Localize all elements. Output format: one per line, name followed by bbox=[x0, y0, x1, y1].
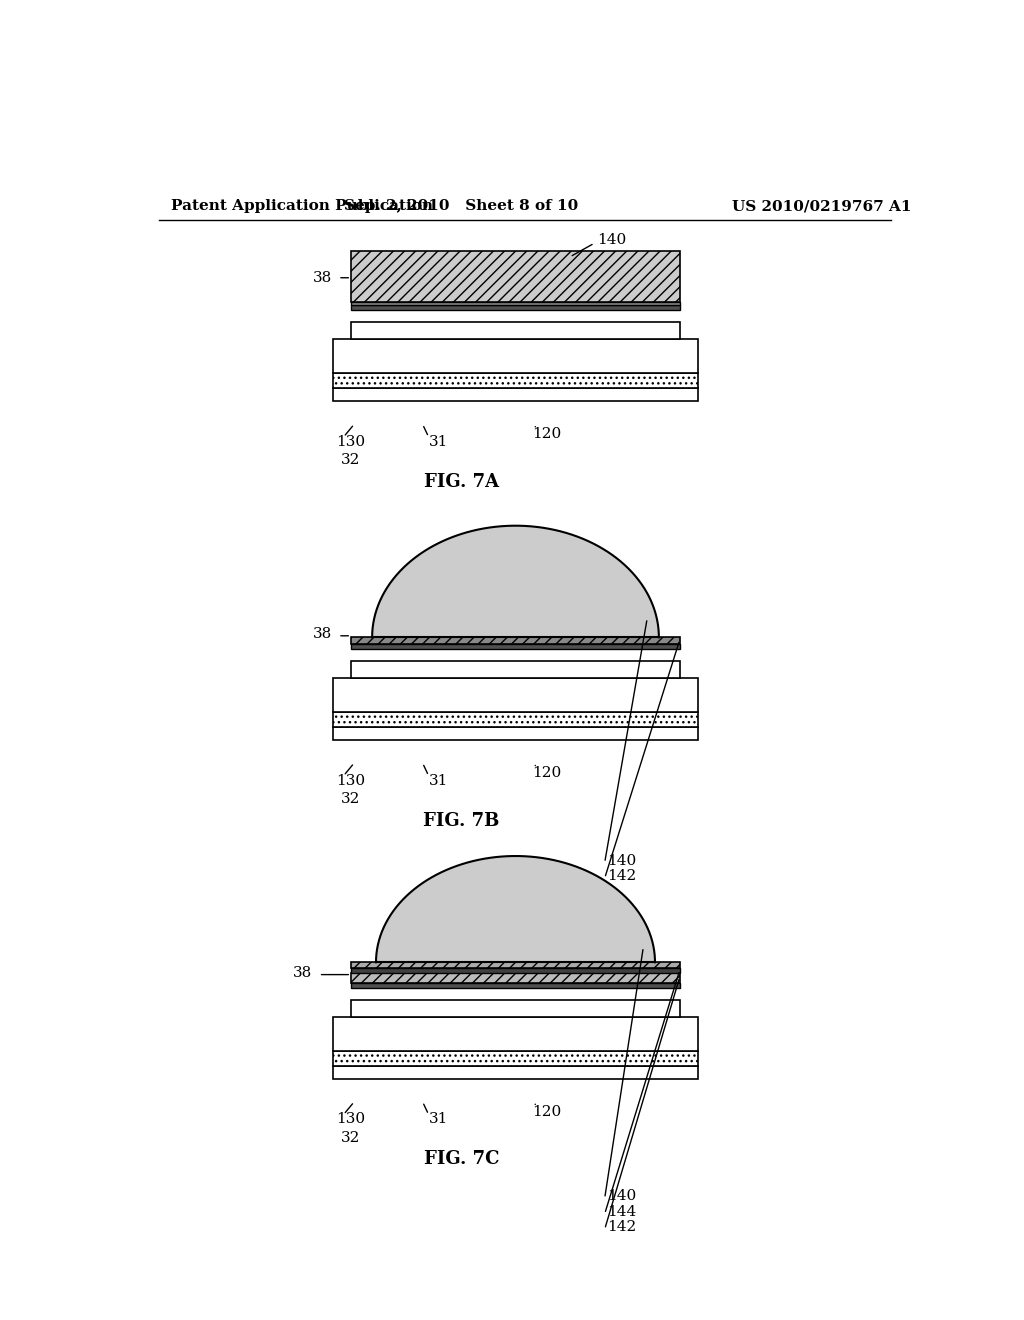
Bar bbox=[351, 251, 680, 302]
Bar bbox=[334, 1067, 697, 1078]
Text: 130: 130 bbox=[336, 1113, 365, 1126]
Text: 38: 38 bbox=[312, 627, 332, 642]
Text: Sep. 2, 2010   Sheet 8 of 10: Sep. 2, 2010 Sheet 8 of 10 bbox=[344, 199, 579, 213]
Polygon shape bbox=[372, 525, 658, 638]
Bar bbox=[334, 727, 697, 741]
Text: 32: 32 bbox=[341, 792, 360, 807]
Bar bbox=[334, 1016, 697, 1051]
Text: 120: 120 bbox=[532, 766, 562, 780]
Bar bbox=[351, 969, 680, 973]
Text: 32: 32 bbox=[341, 1131, 360, 1144]
Bar bbox=[334, 374, 697, 388]
Bar bbox=[334, 339, 697, 374]
Text: 140: 140 bbox=[597, 234, 626, 247]
Text: FIG. 7A: FIG. 7A bbox=[424, 473, 499, 491]
Bar bbox=[351, 305, 680, 310]
Bar bbox=[334, 678, 697, 711]
Text: 31: 31 bbox=[429, 774, 449, 788]
Bar bbox=[351, 973, 680, 983]
Text: 130: 130 bbox=[336, 774, 365, 788]
Text: 140: 140 bbox=[607, 854, 636, 867]
Text: 144: 144 bbox=[607, 1205, 636, 1218]
Text: 142: 142 bbox=[607, 1220, 636, 1234]
Text: 32: 32 bbox=[341, 453, 360, 467]
Bar bbox=[351, 962, 680, 969]
Bar bbox=[351, 661, 680, 678]
Text: FIG. 7B: FIG. 7B bbox=[423, 812, 500, 829]
Bar bbox=[334, 388, 697, 401]
Bar bbox=[351, 638, 680, 644]
Text: 38: 38 bbox=[293, 966, 312, 979]
Text: 120: 120 bbox=[532, 1105, 562, 1118]
Bar bbox=[334, 1051, 697, 1067]
Text: US 2010/0219767 A1: US 2010/0219767 A1 bbox=[732, 199, 912, 213]
Bar bbox=[351, 983, 680, 987]
Text: 31: 31 bbox=[429, 434, 449, 449]
Text: 130: 130 bbox=[336, 434, 365, 449]
Bar bbox=[351, 302, 680, 305]
Text: 38: 38 bbox=[312, 271, 332, 285]
Bar bbox=[351, 1001, 680, 1016]
Text: 31: 31 bbox=[429, 1113, 449, 1126]
Text: Patent Application Publication: Patent Application Publication bbox=[171, 199, 432, 213]
Bar bbox=[351, 322, 680, 339]
Bar bbox=[351, 644, 680, 649]
Text: 140: 140 bbox=[607, 1189, 636, 1204]
Bar bbox=[334, 711, 697, 727]
Text: 142: 142 bbox=[607, 869, 636, 883]
Text: 120: 120 bbox=[532, 428, 562, 441]
Polygon shape bbox=[376, 857, 655, 962]
Text: FIG. 7C: FIG. 7C bbox=[424, 1151, 499, 1168]
